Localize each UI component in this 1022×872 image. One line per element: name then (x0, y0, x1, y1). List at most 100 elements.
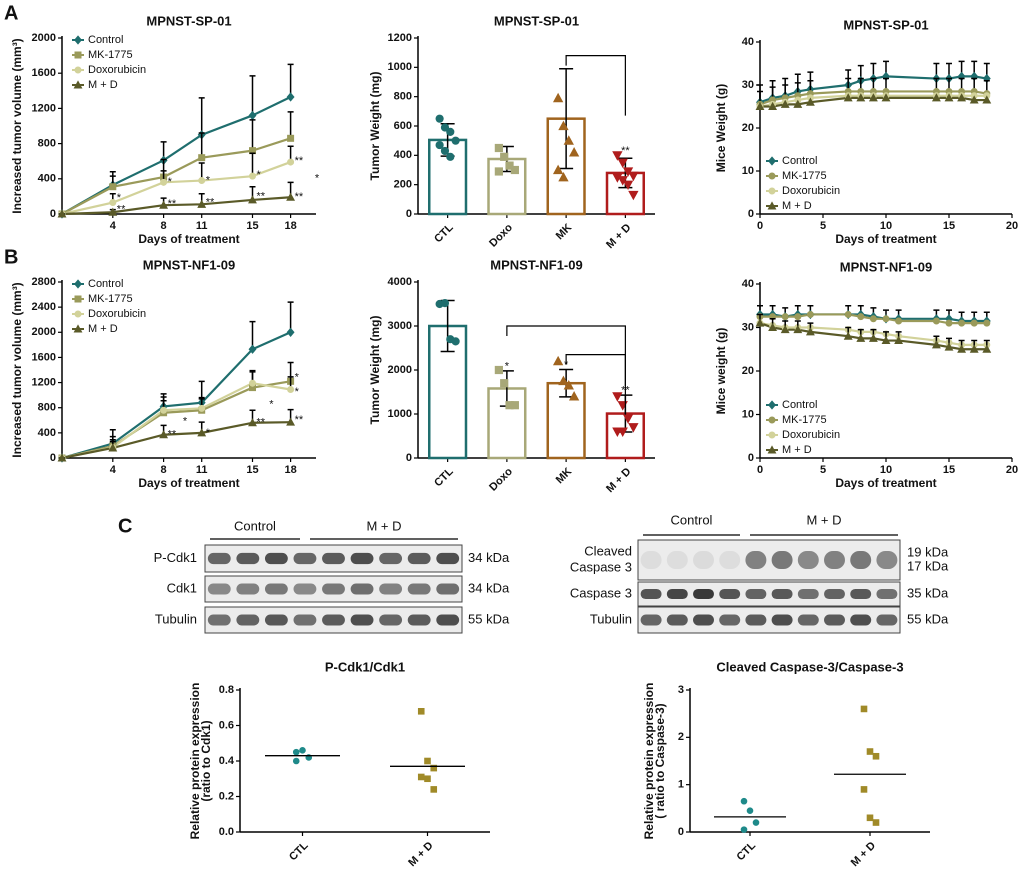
legend-label: M + D (782, 200, 812, 212)
y-tick-label: 2800 (32, 276, 56, 288)
y-tick-label: 1000 (388, 408, 412, 420)
blot-band (640, 614, 662, 626)
blot-band (436, 552, 460, 565)
blot-kda: 35 kDa (907, 585, 949, 600)
marker (740, 797, 748, 805)
marker (628, 190, 639, 201)
marker (866, 748, 874, 755)
series-line (61, 331, 292, 460)
marker (805, 327, 815, 336)
marker (424, 757, 431, 765)
marker (872, 819, 880, 826)
marker (286, 92, 295, 102)
y-tick-label: 4000 (388, 276, 412, 288)
y-tick-label: 800 (394, 91, 412, 103)
marker (806, 310, 814, 318)
marker (563, 135, 574, 145)
marker (856, 333, 866, 342)
chart: MPNST-NF1-09 0 10 20 30 40 0 5 10 15 20 Days of tre… (714, 259, 1018, 490)
marker (768, 187, 776, 195)
marker (286, 327, 295, 337)
group-label: M + D (366, 518, 401, 533)
marker (558, 171, 569, 182)
y-tick-label: 400 (394, 149, 412, 161)
series-line (61, 196, 291, 216)
panel-label: A (4, 2, 18, 24)
marker (755, 318, 765, 327)
marker (628, 171, 639, 182)
marker (768, 431, 776, 439)
marker (248, 418, 257, 427)
blot-row-label: Cdk1 (167, 580, 197, 595)
legend-label: Doxorubicin (782, 429, 840, 441)
marker (982, 95, 992, 104)
marker (57, 209, 67, 218)
marker (563, 380, 574, 390)
annotation: * (295, 386, 300, 398)
blot-band (666, 614, 688, 626)
blot-band (379, 614, 403, 626)
marker (73, 80, 83, 89)
marker (857, 313, 865, 321)
marker (299, 747, 306, 754)
blot-band (379, 552, 403, 565)
marker (622, 180, 634, 191)
legend-label: M + D (88, 323, 118, 335)
marker (881, 335, 891, 345)
annotation: * (257, 169, 262, 181)
marker (430, 764, 438, 772)
blot-band (207, 552, 231, 565)
blot-kda: 55 kDa (907, 611, 949, 626)
blot-row-label: P-Cdk1 (154, 550, 197, 565)
annotation: ** (257, 417, 266, 429)
annotation: ** (257, 190, 266, 202)
y-tick-label: 0 (748, 452, 754, 464)
marker (74, 51, 82, 59)
x-tick-label: 15 (246, 464, 258, 476)
marker (74, 310, 82, 318)
marker (768, 101, 778, 110)
marker (500, 152, 509, 161)
blot-band (407, 552, 431, 565)
blot-band (797, 614, 819, 626)
y-axis-label: Increased tumor volume (mm³) (10, 282, 24, 457)
annotation: ** (206, 196, 215, 208)
error-bar (287, 63, 294, 97)
marker (494, 167, 503, 176)
error-bar (198, 132, 205, 158)
y-tick-label: 0 (50, 208, 56, 220)
y-tick-label: 2 (678, 731, 684, 743)
marker (249, 172, 256, 180)
marker (868, 93, 878, 102)
marker (612, 151, 623, 161)
blot-band (666, 551, 688, 569)
marker (869, 315, 877, 323)
x-axis-label: Days of treatment (138, 232, 239, 246)
marker (568, 147, 580, 157)
marker (248, 344, 257, 354)
x-tick-label: 11 (196, 464, 208, 476)
marker (931, 93, 941, 102)
x-tick-label: 18 (284, 464, 296, 476)
series-line (61, 161, 291, 216)
blot-band (407, 614, 431, 626)
marker (843, 93, 853, 102)
blot-band (824, 614, 845, 626)
annotation: * (315, 173, 320, 185)
marker (860, 705, 868, 713)
marker (197, 428, 207, 437)
y-tick-label: 30 (742, 79, 754, 91)
series-line (61, 421, 291, 460)
marker (969, 344, 979, 353)
blot-band (693, 588, 714, 600)
blot-band (293, 614, 317, 626)
marker (617, 427, 628, 437)
blot-band (207, 583, 231, 595)
x-axis-label: Days of treatment (835, 232, 936, 246)
y-tick-label: 2400 (32, 301, 56, 313)
marker (552, 355, 564, 366)
blot-band (719, 588, 741, 600)
annotation: ** (295, 414, 304, 426)
marker (945, 319, 953, 327)
y-tick-label: 0 (50, 452, 56, 464)
